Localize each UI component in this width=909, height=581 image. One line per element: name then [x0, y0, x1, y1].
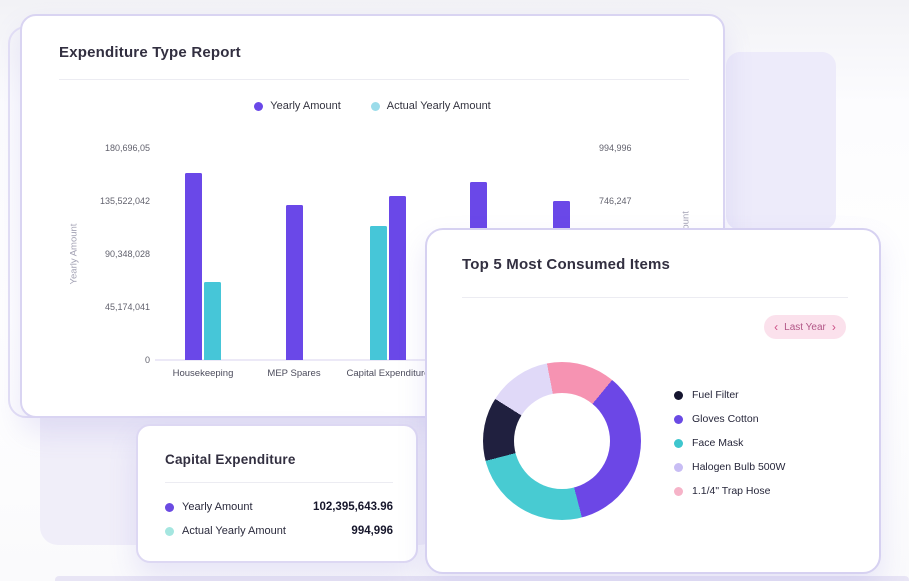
divider [165, 482, 393, 483]
left-axis-tick: 90,348,028 [104, 249, 150, 259]
capital-expenditure-rows: Yearly Amount 102,395,643.96 Actual Yearly… [165, 499, 393, 539]
right-axis-tick: 746,247 [599, 196, 632, 206]
top5-consumed-card: Top 5 Most Consumed Items ‹ Last Year › … [425, 228, 881, 574]
top5-title: Top 5 Most Consumed Items [462, 256, 671, 273]
donut-hole [514, 393, 610, 489]
x-axis-category-label: Capital Expenditure [346, 368, 430, 379]
legend-item[interactable]: Yearly Amount [254, 100, 341, 112]
legend-dot-icon [674, 486, 683, 496]
bar-chart-legend: Yearly Amount Actual Yearly Amount [22, 100, 723, 112]
bar-actual-yearly-amount [204, 282, 221, 360]
donut-chart [483, 362, 641, 520]
legend-item[interactable]: Actual Yearly Amount [370, 100, 491, 112]
donut-legend-item[interactable]: Gloves Cotton [674, 412, 785, 426]
bar-yearly-amount [185, 173, 202, 360]
capex-row-value: 102,395,643.96 [313, 501, 393, 513]
last-year-label: Last Year [784, 321, 826, 333]
last-year-button[interactable]: ‹ Last Year › [764, 315, 846, 339]
legend-dot-icon [674, 462, 683, 472]
legend-dot-icon [674, 438, 683, 448]
legend-label: Face Mask [692, 437, 744, 449]
legend-label: Yearly Amount [270, 100, 341, 112]
bar-yearly-amount [389, 196, 406, 360]
legend-dot-icon [165, 502, 174, 512]
expenditure-report-card: Expenditure Type Report Yearly Amount Act… [20, 14, 725, 418]
left-axis-tick: 45,174,041 [104, 302, 150, 312]
capital-expenditure-card: Capital Expenditure Yearly Amount 102,395… [136, 424, 418, 563]
left-axis-tick: 135,522,042 [99, 196, 150, 206]
left-axis-tick: 0 [144, 355, 150, 365]
expenditure-report-title: Expenditure Type Report [59, 44, 241, 61]
legend-dot-icon [674, 414, 683, 424]
legend-dot-icon [165, 526, 174, 536]
decor-top-right-panel [726, 52, 836, 230]
capital-expenditure-title: Capital Expenditure [165, 452, 296, 467]
bar-actual-yearly-amount [370, 226, 387, 360]
capex-row-label: Yearly Amount [182, 501, 253, 513]
x-axis-category-label: MEP Spares [267, 368, 321, 379]
legend-label: Fuel Filter [692, 389, 739, 401]
right-axis-tick: 994,996 [599, 143, 632, 153]
decor-bottom-card-edge [55, 576, 909, 581]
capex-row: Actual Yearly Amount 994,996 [165, 523, 393, 539]
legend-dot-icon [254, 101, 264, 111]
capex-row-label: Actual Yearly Amount [182, 525, 286, 537]
x-axis-category-label: Housekeeping [172, 368, 234, 379]
donut-legend-item[interactable]: Fuel Filter [674, 388, 785, 402]
bar-yearly-amount [286, 205, 303, 360]
left-axis-tick: 180,696,05 [104, 143, 150, 153]
legend-label: 1.1/4" Trap Hose [692, 485, 771, 497]
donut-legend: Fuel Filter Gloves Cotton Face Mask Halogen… [674, 388, 785, 498]
divider [59, 79, 689, 80]
legend-label: Halogen Bulb 500W [692, 461, 786, 473]
donut-legend-item[interactable]: 1.1/4" Trap Hose [674, 484, 785, 498]
capex-row-value: 994,996 [351, 525, 393, 537]
chevron-right-icon[interactable]: › [831, 320, 836, 334]
legend-dot-icon [674, 390, 683, 400]
legend-label: Actual Yearly Amount [386, 100, 491, 112]
donut-legend-item[interactable]: Halogen Bulb 500W [674, 460, 785, 474]
divider [462, 297, 848, 298]
capex-row: Yearly Amount 102,395,643.96 [165, 499, 393, 515]
legend-label: Gloves Cotton [692, 413, 759, 425]
chevron-left-icon[interactable]: ‹ [774, 320, 779, 334]
donut-legend-item[interactable]: Face Mask [674, 436, 785, 450]
legend-dot-icon [370, 101, 380, 111]
